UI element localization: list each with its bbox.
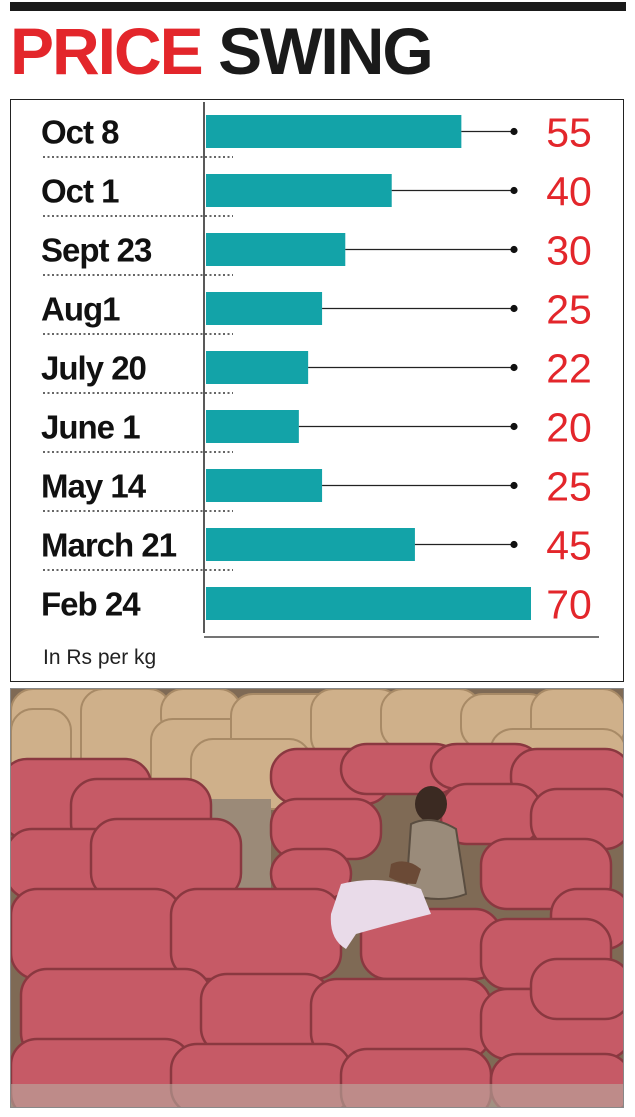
- ground: [11, 1084, 623, 1107]
- bar: [206, 233, 346, 266]
- value-label: 70: [546, 582, 592, 628]
- row-label: March 21: [41, 527, 177, 564]
- bar: [206, 174, 392, 207]
- row-label: Oct 1: [41, 173, 119, 210]
- leader-dot: [510, 540, 518, 549]
- value-label: 30: [546, 228, 592, 274]
- value-label: 22: [546, 346, 592, 392]
- row-label: July 20: [41, 350, 146, 387]
- row-label: June 1: [41, 409, 140, 446]
- bar: [206, 528, 415, 561]
- row-label: May 14: [41, 468, 147, 505]
- market-photo: [10, 688, 624, 1108]
- onion-sacks-image: [11, 689, 623, 1107]
- value-label: 55: [546, 110, 592, 156]
- row-label: Oct 8: [41, 114, 119, 151]
- leader-dot: [510, 245, 518, 254]
- leader-dot: [510, 481, 518, 490]
- bar: [206, 469, 323, 502]
- unit-note: In Rs per kg: [43, 646, 156, 669]
- price-bar-chart: In Rs per kg Oct 8 55 Oct 1 40 Sept 23 30 Aug1…: [41, 102, 599, 669]
- bar: [206, 292, 323, 325]
- leader-dot: [510, 304, 518, 313]
- value-label: 20: [546, 405, 592, 451]
- bar: [206, 115, 462, 148]
- value-label: 40: [546, 169, 592, 215]
- top-rule: [10, 2, 626, 11]
- headline-word-price: PRICE: [10, 14, 204, 88]
- value-label: 25: [546, 464, 592, 510]
- leader-dot: [510, 363, 518, 372]
- leader-dot: [510, 186, 518, 195]
- onion-sack: [89, 817, 243, 901]
- row-label: Sept 23: [41, 232, 152, 269]
- onion-sack: [169, 887, 343, 981]
- leader-dot: [510, 422, 518, 431]
- row-label: Aug1: [41, 291, 120, 328]
- bar: [206, 587, 531, 620]
- chart-panel: In Rs per kg Oct 8 55 Oct 1 40 Sept 23 30 Aug1…: [10, 99, 624, 682]
- vendor-figure: [330, 786, 468, 949]
- headline: PRICE SWING: [10, 14, 434, 88]
- onion-sack: [11, 887, 183, 981]
- bar: [206, 410, 299, 443]
- value-label: 45: [546, 523, 592, 569]
- onion-sack: [529, 957, 623, 1021]
- row-label: Feb 24: [41, 586, 141, 623]
- headline-word-swing: SWING: [218, 14, 434, 88]
- leader-dot: [510, 127, 518, 136]
- bar: [206, 351, 309, 384]
- value-label: 25: [546, 287, 592, 333]
